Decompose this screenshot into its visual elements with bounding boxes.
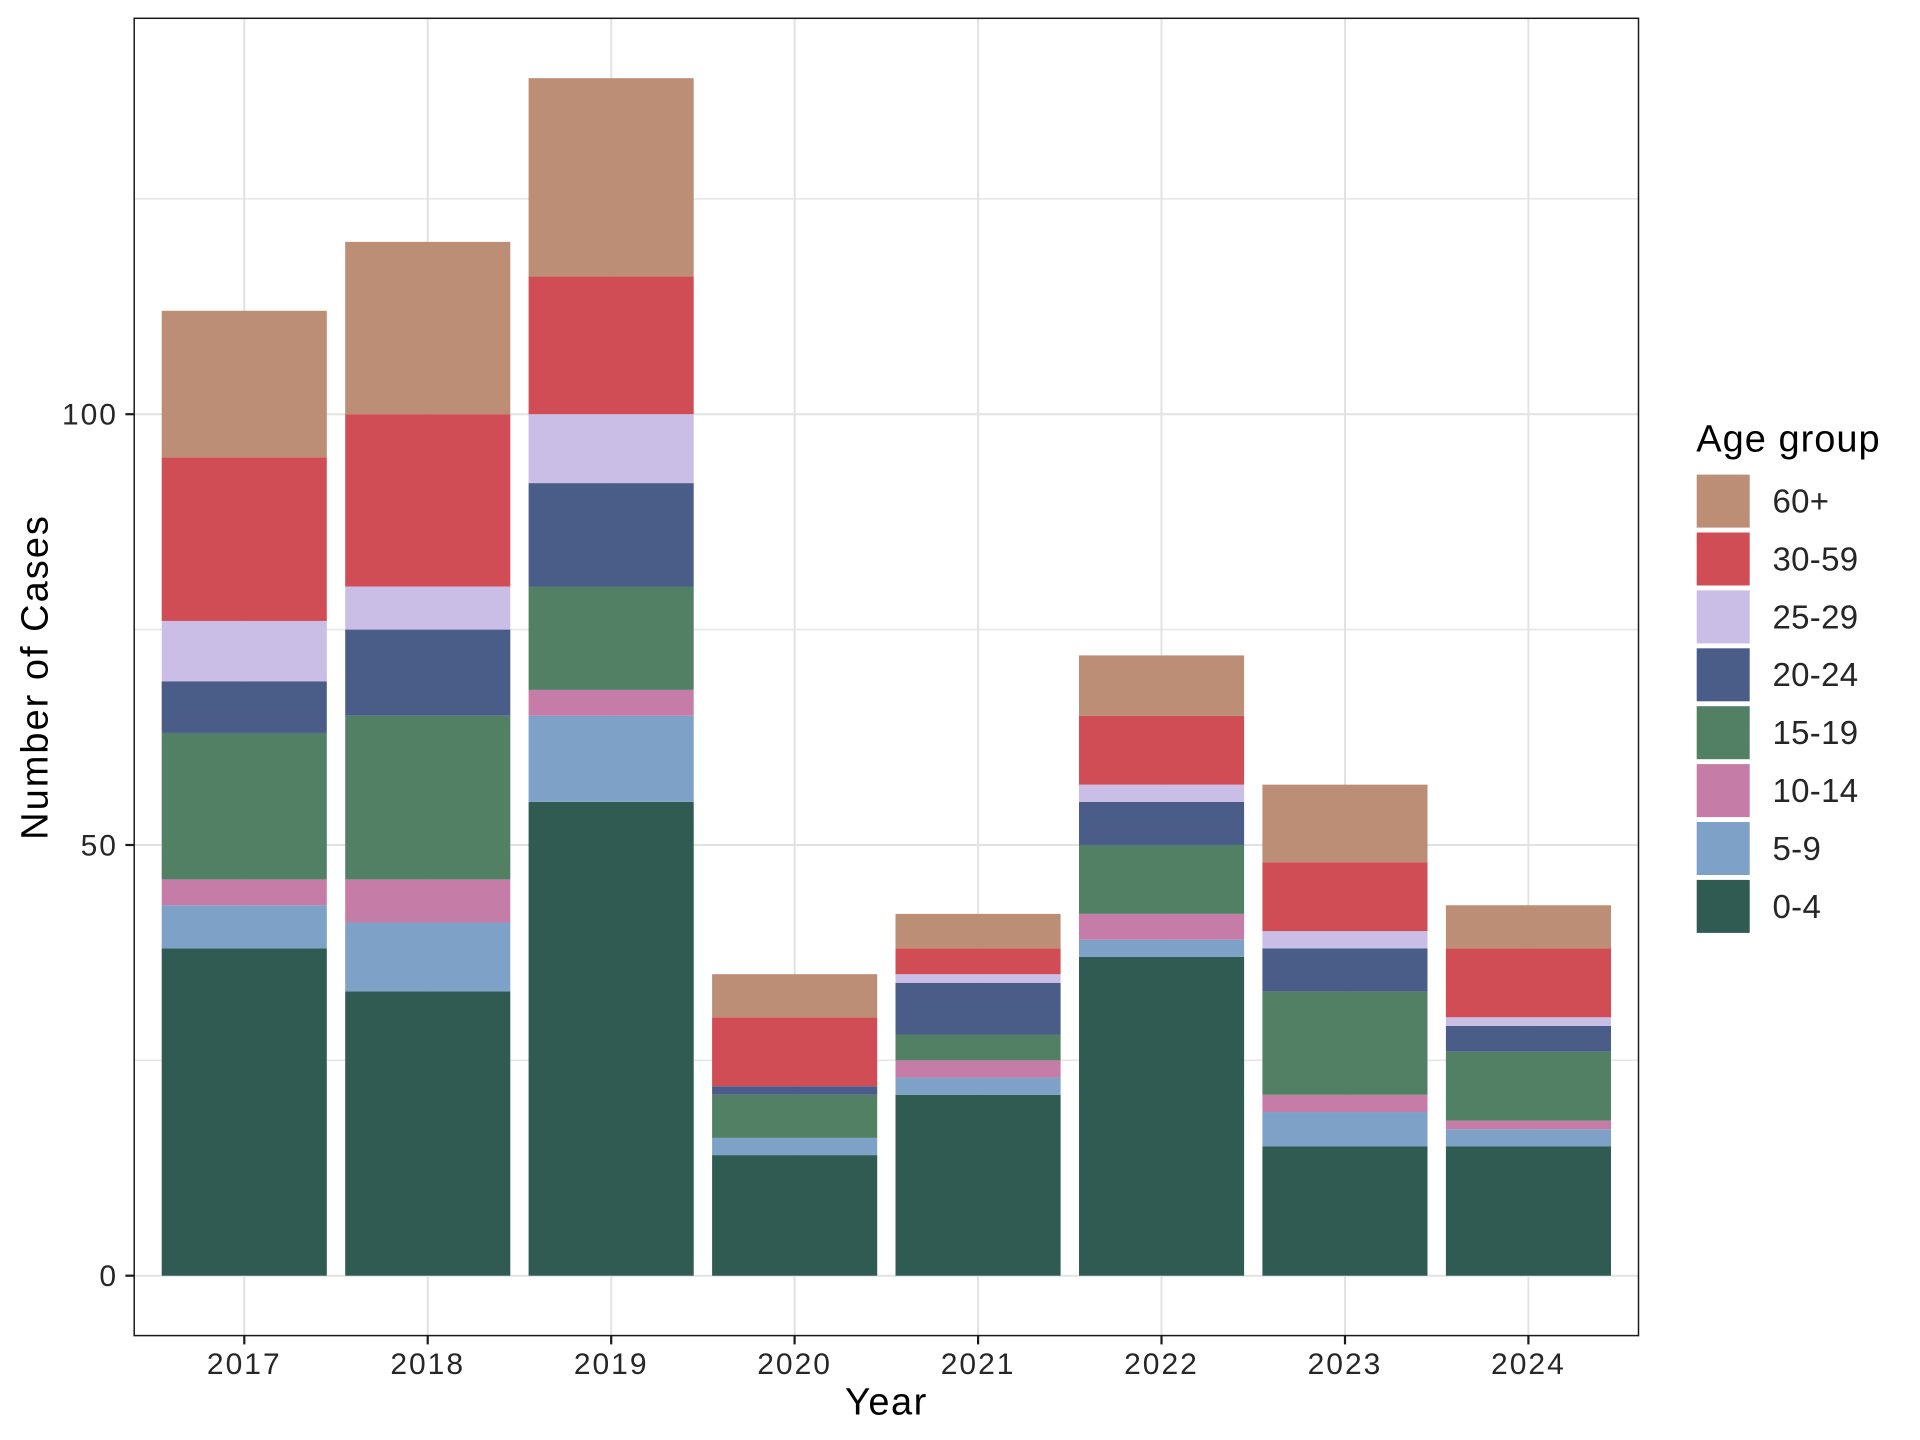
svg-text:0-4: 0-4 — [1773, 888, 1822, 925]
svg-text:Age group: Age group — [1696, 418, 1880, 460]
svg-text:2018: 2018 — [390, 1348, 465, 1381]
svg-text:60+: 60+ — [1773, 483, 1830, 520]
svg-text:5-9: 5-9 — [1773, 830, 1822, 867]
svg-text:2021: 2021 — [941, 1348, 1016, 1381]
svg-text:0: 0 — [99, 1260, 118, 1293]
svg-text:25-29: 25-29 — [1773, 598, 1859, 635]
svg-text:2017: 2017 — [207, 1348, 282, 1381]
svg-text:2020: 2020 — [757, 1348, 832, 1381]
svg-text:100: 100 — [62, 399, 118, 432]
svg-text:15-19: 15-19 — [1773, 714, 1859, 751]
svg-text:Year: Year — [845, 1382, 928, 1424]
svg-text:50: 50 — [81, 829, 118, 862]
svg-text:2023: 2023 — [1308, 1348, 1383, 1381]
svg-text:2022: 2022 — [1124, 1348, 1199, 1381]
svg-text:10-14: 10-14 — [1773, 772, 1859, 809]
svg-text:Number of Cases: Number of Cases — [15, 514, 57, 840]
svg-text:2024: 2024 — [1491, 1348, 1566, 1381]
svg-text:20-24: 20-24 — [1773, 656, 1859, 693]
svg-text:2019: 2019 — [574, 1348, 649, 1381]
svg-text:30-59: 30-59 — [1773, 540, 1859, 577]
